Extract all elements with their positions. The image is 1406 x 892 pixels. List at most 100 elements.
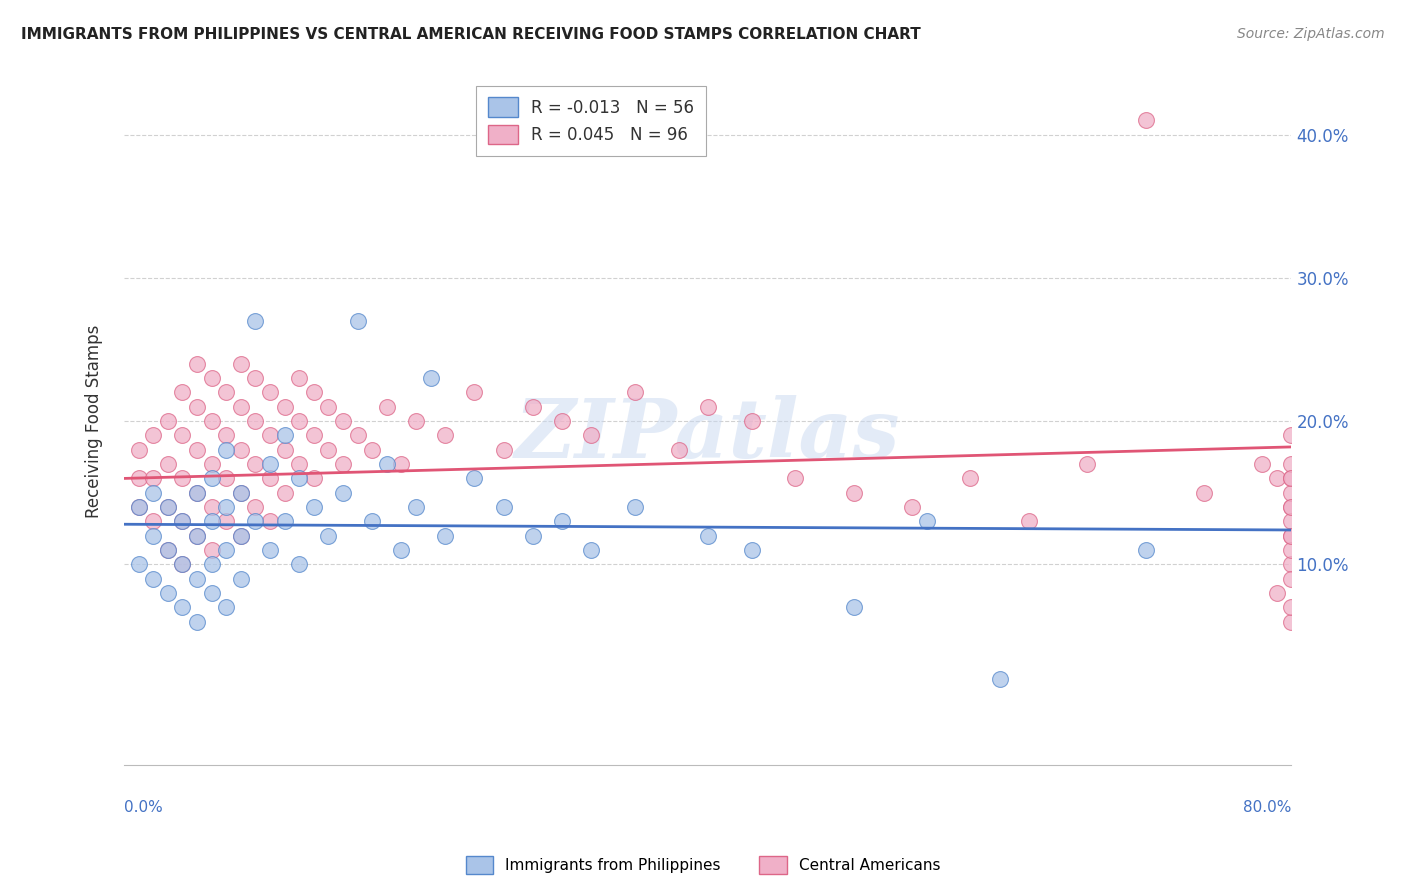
- Point: [332, 457, 354, 471]
- Point: [172, 471, 194, 485]
- Point: [901, 500, 924, 514]
- Point: [288, 457, 311, 471]
- Point: [988, 672, 1011, 686]
- Point: [1135, 543, 1157, 558]
- Point: [259, 385, 281, 400]
- Point: [215, 471, 238, 485]
- Point: [245, 314, 267, 328]
- Point: [318, 442, 340, 457]
- Point: [1281, 457, 1303, 471]
- Point: [1076, 457, 1098, 471]
- Point: [375, 400, 398, 414]
- Text: Source: ZipAtlas.com: Source: ZipAtlas.com: [1237, 27, 1385, 41]
- Point: [142, 515, 165, 529]
- Point: [229, 485, 252, 500]
- Point: [463, 471, 485, 485]
- Point: [375, 457, 398, 471]
- Text: IMMIGRANTS FROM PHILIPPINES VS CENTRAL AMERICAN RECEIVING FOOD STAMPS CORRELATIO: IMMIGRANTS FROM PHILIPPINES VS CENTRAL A…: [21, 27, 921, 42]
- Point: [201, 414, 224, 428]
- Point: [273, 400, 295, 414]
- Point: [156, 586, 179, 600]
- Point: [346, 428, 368, 442]
- Point: [245, 371, 267, 385]
- Point: [201, 500, 224, 514]
- Point: [1281, 543, 1303, 558]
- Point: [1281, 558, 1303, 572]
- Point: [215, 543, 238, 558]
- Point: [156, 500, 179, 514]
- Point: [522, 400, 544, 414]
- Point: [302, 471, 325, 485]
- Point: [1018, 515, 1040, 529]
- Point: [1135, 113, 1157, 128]
- Point: [302, 385, 325, 400]
- Point: [215, 500, 238, 514]
- Point: [302, 500, 325, 514]
- Point: [259, 515, 281, 529]
- Point: [245, 457, 267, 471]
- Legend: R = -0.013   N = 56, R = 0.045   N = 96: R = -0.013 N = 56, R = 0.045 N = 96: [477, 86, 706, 156]
- Point: [273, 428, 295, 442]
- Point: [419, 371, 441, 385]
- Point: [1281, 615, 1303, 629]
- Point: [229, 529, 252, 543]
- Point: [273, 485, 295, 500]
- Point: [1265, 471, 1288, 485]
- Point: [785, 471, 807, 485]
- Point: [389, 543, 412, 558]
- Point: [201, 515, 224, 529]
- Point: [1281, 471, 1303, 485]
- Point: [229, 442, 252, 457]
- Point: [229, 529, 252, 543]
- Point: [842, 600, 865, 615]
- Point: [405, 500, 427, 514]
- Point: [668, 442, 690, 457]
- Point: [1281, 529, 1303, 543]
- Point: [1281, 428, 1303, 442]
- Point: [128, 500, 150, 514]
- Point: [741, 543, 763, 558]
- Text: 0.0%: 0.0%: [124, 799, 163, 814]
- Point: [1281, 600, 1303, 615]
- Point: [186, 442, 208, 457]
- Point: [156, 414, 179, 428]
- Point: [361, 515, 384, 529]
- Point: [186, 572, 208, 586]
- Point: [172, 428, 194, 442]
- Point: [245, 515, 267, 529]
- Point: [245, 500, 267, 514]
- Point: [1251, 457, 1274, 471]
- Point: [201, 371, 224, 385]
- Point: [1281, 485, 1303, 500]
- Point: [215, 515, 238, 529]
- Point: [522, 529, 544, 543]
- Point: [463, 385, 485, 400]
- Point: [215, 600, 238, 615]
- Point: [288, 414, 311, 428]
- Point: [434, 428, 457, 442]
- Point: [172, 600, 194, 615]
- Point: [551, 515, 574, 529]
- Point: [1281, 471, 1303, 485]
- Point: [186, 485, 208, 500]
- Legend: Immigrants from Philippines, Central Americans: Immigrants from Philippines, Central Ame…: [460, 850, 946, 880]
- Point: [405, 414, 427, 428]
- Text: ZIPatlas: ZIPatlas: [515, 395, 901, 475]
- Point: [741, 414, 763, 428]
- Point: [156, 457, 179, 471]
- Point: [1192, 485, 1215, 500]
- Point: [142, 428, 165, 442]
- Point: [288, 371, 311, 385]
- Point: [186, 529, 208, 543]
- Point: [142, 529, 165, 543]
- Point: [302, 428, 325, 442]
- Point: [288, 471, 311, 485]
- Point: [915, 515, 938, 529]
- Point: [172, 558, 194, 572]
- Point: [579, 428, 602, 442]
- Point: [259, 428, 281, 442]
- Point: [259, 471, 281, 485]
- Point: [128, 442, 150, 457]
- Point: [332, 485, 354, 500]
- Point: [172, 515, 194, 529]
